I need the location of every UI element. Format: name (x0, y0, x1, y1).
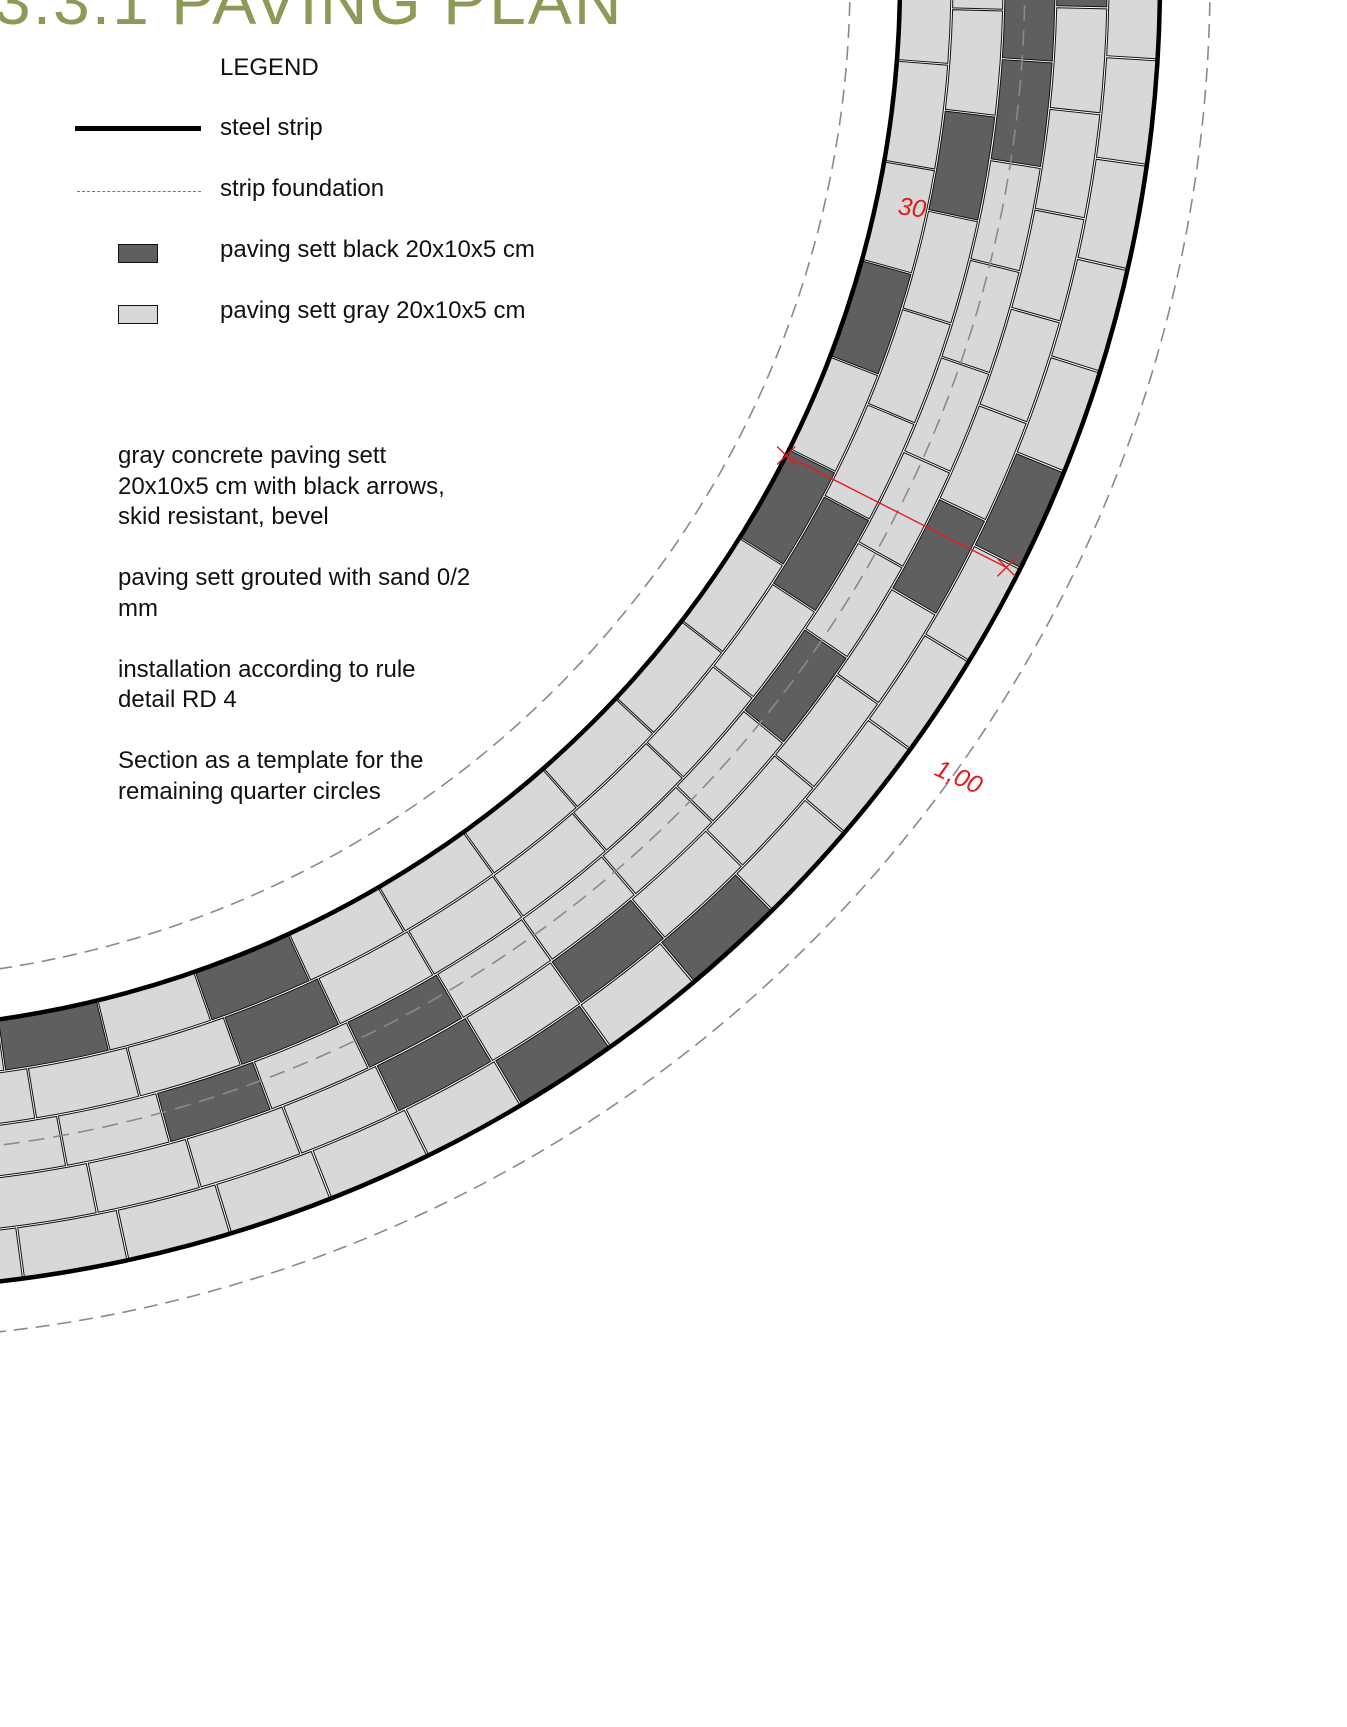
dimension-line (785, 454, 1007, 569)
dimension-tick (996, 557, 1016, 577)
paving-sett-gray (0, 1039, 5, 1072)
legend-label-steel-strip: steel strip (220, 114, 323, 141)
paving-sett-gray (602, 786, 713, 895)
paving-sett-gray (572, 742, 683, 851)
paving-sett-gray (1011, 209, 1085, 322)
paving-sett-black (1001, 0, 1056, 62)
paving-sett-gray (0, 1068, 36, 1124)
paving-sett-black (990, 59, 1053, 168)
legend-title: LEGEND (220, 54, 319, 81)
paving-sett-black (551, 899, 665, 1004)
paving-sett-gray (57, 1093, 170, 1166)
paving-sett-gray (0, 1115, 67, 1177)
paving-sett-black (156, 1061, 271, 1143)
paving-sett-black (1056, 0, 1108, 8)
paving-sett-black (347, 974, 463, 1068)
paving-sett-gray (824, 404, 915, 520)
legend-label-black-sett: paving sett black 20x10x5 cm (220, 236, 535, 263)
paving-sett-gray (493, 812, 606, 917)
paving-sett-gray (1106, 0, 1160, 60)
paving-sett-gray (897, 0, 952, 64)
paving-sett-gray (253, 1022, 369, 1110)
paving-sett-gray (837, 589, 936, 704)
paving-sett-gray (867, 308, 951, 424)
paving-sett-gray (631, 830, 742, 938)
paving-sett-black (892, 499, 986, 614)
paving-sett-gray (941, 259, 1020, 374)
paving-sett-gray (706, 755, 814, 866)
paving-sett-gray (774, 674, 879, 788)
paving-sett-gray (939, 405, 1027, 521)
paving-sett-gray (186, 1106, 301, 1188)
paving-sett-gray (676, 710, 784, 822)
note-grouting: paving sett grouted with sand 0/2 mm (118, 564, 471, 622)
paving-sett-gray (27, 1047, 140, 1119)
page-title: 3.3.1 PAVING PLAN (0, 0, 624, 38)
paving-sett-gray (127, 1017, 241, 1097)
paving-sett-gray (466, 962, 581, 1062)
paving-sett-gray (318, 931, 434, 1025)
notes-block: gray concrete paving sett 20x10x5 cm wit… (118, 441, 478, 837)
paving-sett-gray (970, 160, 1041, 272)
paving-sett-gray (1049, 7, 1108, 114)
gray-sett-swatch (118, 305, 158, 324)
dimension-tick (776, 446, 796, 466)
strip-foundation-symbol (77, 191, 201, 192)
paving-sett-black (376, 1017, 492, 1112)
paving-sett-gray (0, 1163, 97, 1229)
paving-sett-gray (408, 875, 523, 975)
paving-sett-gray (944, 9, 1004, 116)
legend-label-strip-foundation: strip foundation (220, 175, 385, 202)
dimension-path-width (776, 446, 1016, 577)
paving-sett-gray (904, 357, 990, 472)
paving-sett-gray (979, 308, 1060, 423)
paving-sett-gray (646, 666, 753, 778)
legend-label-gray-sett: paving sett gray 20x10x5 cm (220, 297, 526, 324)
paving-sett-gray (522, 856, 635, 960)
dimension-label-30: 30 (896, 192, 928, 224)
black-sett-swatch (118, 244, 158, 263)
paving-sett-gray (1034, 108, 1101, 219)
paving-sett-black (224, 978, 340, 1065)
paving-sett-black (744, 629, 847, 743)
paving-sett-black (772, 496, 870, 612)
note-installation: installation according to rule detail RD… (118, 655, 416, 714)
paving-sett-gray (713, 583, 816, 698)
paving-sett-black (928, 110, 996, 221)
paving-sett-gray (283, 1065, 398, 1154)
paving-sett-gray (902, 210, 978, 324)
note-material: gray concrete paving sett 20x10x5 cm wit… (118, 442, 445, 531)
note-template: Section as a template for the remaining … (118, 747, 424, 805)
steel-strip-symbol (75, 126, 201, 131)
paving-sett-gray (952, 0, 1004, 10)
paving-sett-gray (858, 451, 951, 567)
paving-sett-gray (87, 1138, 200, 1213)
